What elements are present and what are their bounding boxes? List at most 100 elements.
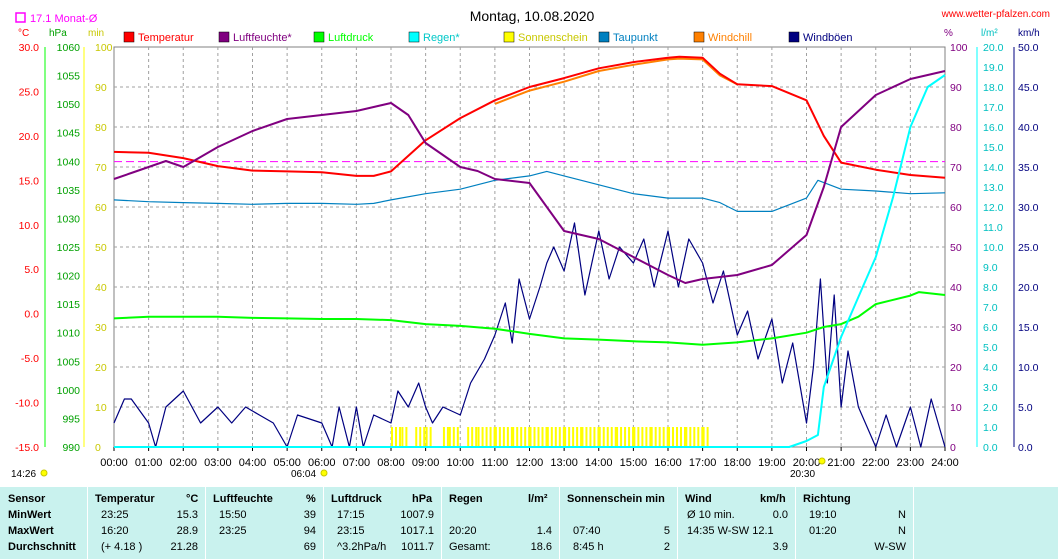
sun-tick-label: 100 xyxy=(95,42,113,54)
sunshine-bar xyxy=(585,427,588,447)
sunshine-bar xyxy=(529,427,532,447)
unit-press: hPa xyxy=(49,28,67,39)
sunshine-bar xyxy=(576,427,579,447)
rain-tick-label: 10.0 xyxy=(983,242,1004,254)
wind-tick-label: 15.0 xyxy=(1018,322,1039,334)
month-avg-marker-icon xyxy=(15,12,26,23)
sunshine-bar xyxy=(580,427,583,447)
stats-cell-rain-time: Gesamt: xyxy=(449,541,491,553)
stats-cell-rain-val: 18.6 xyxy=(530,541,552,553)
series-windchill-line xyxy=(494,57,738,105)
stats-cell-label: Durchschnitt xyxy=(8,541,76,553)
press-tick-label: 1020 xyxy=(57,271,81,283)
stats-cell-temp-val: 21.28 xyxy=(170,541,198,553)
sunshine-bar xyxy=(693,427,696,447)
wind-tick-label: 10.0 xyxy=(1018,362,1039,374)
press-tick-label: 1030 xyxy=(57,213,81,225)
website-link[interactable]: www.wetter-pfalzen.com xyxy=(941,9,1050,20)
press-tick-label: 1005 xyxy=(57,356,81,368)
legend-label: Windböen xyxy=(803,32,853,44)
x-tick-label: 12:00 xyxy=(516,457,544,469)
hum-tick-label: 40 xyxy=(950,282,962,294)
sunshine-bar xyxy=(391,427,393,447)
hum-tick-label: 50 xyxy=(950,242,962,254)
stats-cell-temp-time: 23:25 xyxy=(101,509,129,521)
chart-series xyxy=(113,55,946,448)
hum-tick-label: 0 xyxy=(950,442,956,454)
sun-tick-label: 80 xyxy=(95,122,107,134)
press-tick-label: 1025 xyxy=(57,242,81,254)
chart-title: Montag, 10.08.2020 xyxy=(470,8,595,24)
rain-tick-label: 2.0 xyxy=(983,402,998,414)
sun-tick-label: 10 xyxy=(95,402,107,414)
stats-cell-dir-val: N xyxy=(898,525,906,537)
x-tick-label: 04:00 xyxy=(239,457,267,469)
sunshine-bar xyxy=(554,427,557,447)
hum-tick-label: 10 xyxy=(950,402,962,414)
right-axes: 0 10 20 30 40 50 60 70 80 90 100 0.0 1.0 2.0 3.0 4.0 5.0… xyxy=(950,42,1039,454)
rain-tick-label: 5.0 xyxy=(983,342,998,354)
sunshine-bar xyxy=(401,427,404,447)
legend-label: Temperatur xyxy=(138,32,194,44)
left-axes: -15.0 -10.0 -5.0 0.0 5.0 10.0 15.0 20.0 25.0 30.0… xyxy=(15,42,113,454)
series-taupunkt-line xyxy=(113,170,946,212)
rain-tick-label: 9.0 xyxy=(983,262,998,274)
rain-tick-label: 13.0 xyxy=(983,182,1004,194)
stats-cell-temp-time: (+ 4.18 ) xyxy=(101,541,143,553)
sunshine-bar xyxy=(494,427,497,447)
stats-cell-label: MaxWert xyxy=(8,525,54,537)
rain-tick-label: 19.0 xyxy=(983,62,1004,74)
unit-wind: km/h xyxy=(1018,28,1040,39)
sunset-sun-icon xyxy=(818,457,826,465)
unit-hum: % xyxy=(944,28,953,39)
rain-tick-label: 11.0 xyxy=(983,222,1003,234)
sunshine-bar xyxy=(632,427,635,447)
sunshine-bar xyxy=(650,427,653,447)
wind-tick-label: 0.0 xyxy=(1018,442,1033,454)
legend-label: Taupunkt xyxy=(613,32,658,44)
sun-tick-label: 90 xyxy=(95,82,107,94)
sun-tick-label: 40 xyxy=(95,282,107,294)
sunshine-bar xyxy=(649,427,652,447)
rain-tick-label: 16.0 xyxy=(983,122,1004,134)
wind-tick-label: 50.0 xyxy=(1018,42,1039,54)
x-tick-label: 14:00 xyxy=(585,457,613,469)
stats-cell-hum-time: 15:50 xyxy=(219,509,247,521)
legend-swatch xyxy=(788,31,800,43)
sunshine-bar xyxy=(684,427,686,447)
stats-cell-temp-val: 15.3 xyxy=(176,509,198,521)
sunshine-bar xyxy=(606,427,609,447)
legend-swatch xyxy=(408,31,420,43)
sunshine-bar xyxy=(558,427,561,447)
sunshine-bar xyxy=(415,427,418,447)
rain-tick-label: 17.0 xyxy=(983,102,1004,114)
rain-tick-label: 15.0 xyxy=(983,142,1004,154)
sunshine-bar xyxy=(541,427,544,447)
temp-tick-label: 25.0 xyxy=(19,86,40,98)
x-tick-label: 11:00 xyxy=(482,457,509,469)
stats-cell-hum-val: 94 xyxy=(303,525,316,537)
wind-tick-label: 30.0 xyxy=(1018,202,1039,214)
sunshine-bar xyxy=(666,427,669,447)
x-tick-label: 09:00 xyxy=(412,457,440,469)
stats-cell-hum-val: 69 xyxy=(303,541,316,553)
series-luftdruck-line xyxy=(113,291,946,346)
stats-cell-wind-val: 3.9 xyxy=(772,541,788,553)
sunshine-bar xyxy=(442,427,445,447)
sunshine-bar xyxy=(689,427,692,447)
temp-tick-label: 5.0 xyxy=(24,264,39,276)
sunshine-bar xyxy=(452,427,455,447)
rain-tick-label: 4.0 xyxy=(983,362,998,374)
press-tick-label: 1045 xyxy=(57,128,81,140)
x-tick-label: 07:00 xyxy=(343,457,371,469)
month-avg-label: 17.1 Monat-Ø xyxy=(30,13,98,25)
sunshine-bar xyxy=(423,427,426,447)
stats-header-rain: Regen xyxy=(449,493,483,505)
stats-cell-rain-time: 20:20 xyxy=(449,525,477,537)
x-tick-label: 05:00 xyxy=(273,457,301,469)
temp-tick-label: -5.0 xyxy=(21,353,39,365)
temp-tick-label: 10.0 xyxy=(19,220,40,232)
stats-cell-sun-time: 8:45 h xyxy=(573,541,604,553)
sunshine-bar xyxy=(510,427,513,447)
x-tick-label: 19:00 xyxy=(758,457,786,469)
